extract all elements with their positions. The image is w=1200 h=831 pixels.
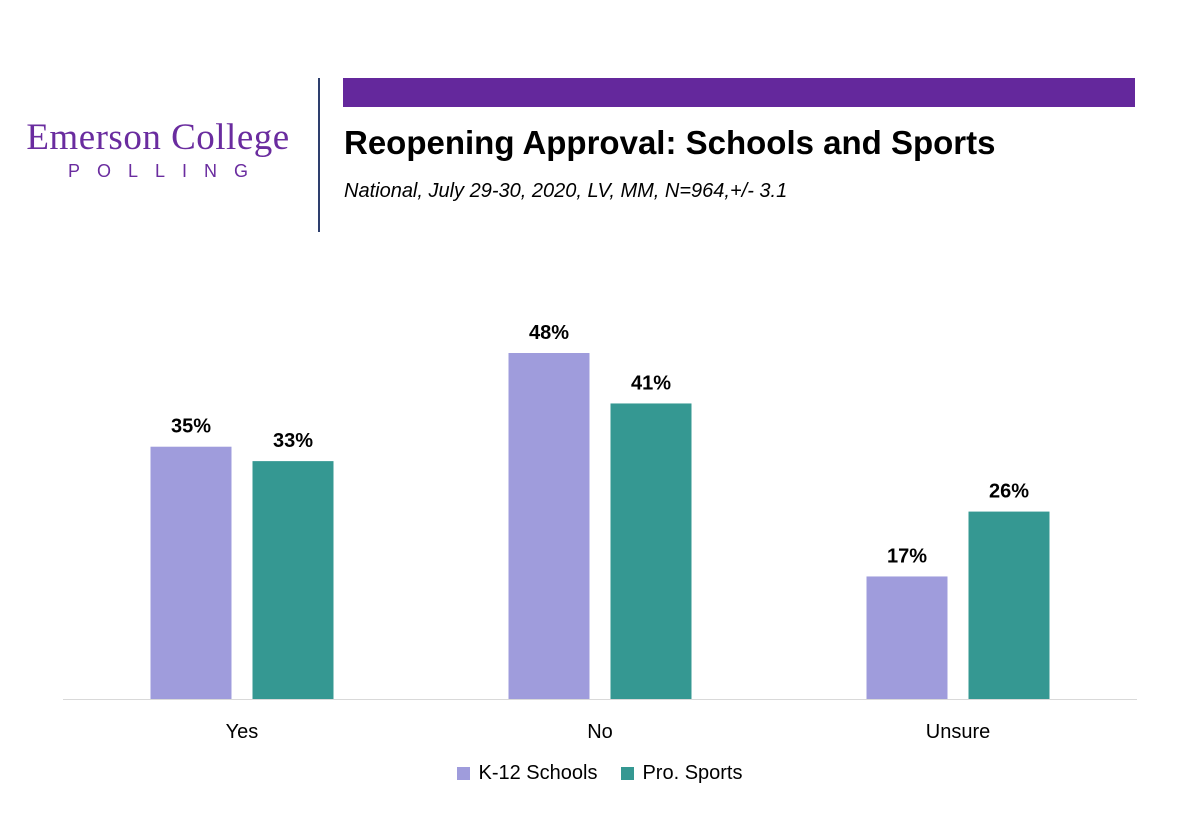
bar-yes-sports	[252, 461, 334, 699]
data-label: 35%	[171, 416, 211, 438]
bar-yes-k12	[150, 446, 232, 699]
data-label: 48%	[529, 322, 569, 344]
bar-unsure-k12	[866, 576, 948, 699]
legend-swatch-k12	[457, 767, 471, 780]
header-banner	[343, 78, 1135, 107]
logo-sub-text: POLLING	[67, 161, 266, 181]
emerson-college-polling-logo: Emerson College POLLING	[20, 118, 296, 182]
legend-item-k12: K-12 Schools	[457, 762, 597, 785]
legend-label-k12: K-12 Schools	[478, 762, 598, 784]
data-label: 41%	[631, 372, 671, 394]
chart-subtitle: National, July 29-30, 2020, LV, MM, N=96…	[344, 180, 788, 202]
data-label: 17%	[887, 545, 927, 567]
chart-legend: K-12 Schools Pro. Sports	[0, 762, 1200, 785]
legend-label-sports: Pro. Sports	[642, 762, 743, 784]
x-tick-label: Yes	[226, 721, 259, 743]
bar-unsure-sports	[968, 511, 1050, 699]
logo-main-text: Emerson College	[26, 117, 290, 158]
legend-item-sports: Pro. Sports	[621, 762, 743, 785]
data-label: 26%	[989, 481, 1029, 503]
legend-swatch-sports	[621, 767, 635, 780]
bar-no-k12	[508, 353, 590, 699]
bar-no-sports	[610, 403, 692, 699]
data-label: 33%	[273, 430, 313, 452]
x-tick-label: Unsure	[926, 721, 990, 743]
header-divider	[318, 78, 320, 232]
x-tick-label: No	[587, 721, 613, 743]
chart-title: Reopening Approval: Schools and Sports	[344, 124, 996, 161]
